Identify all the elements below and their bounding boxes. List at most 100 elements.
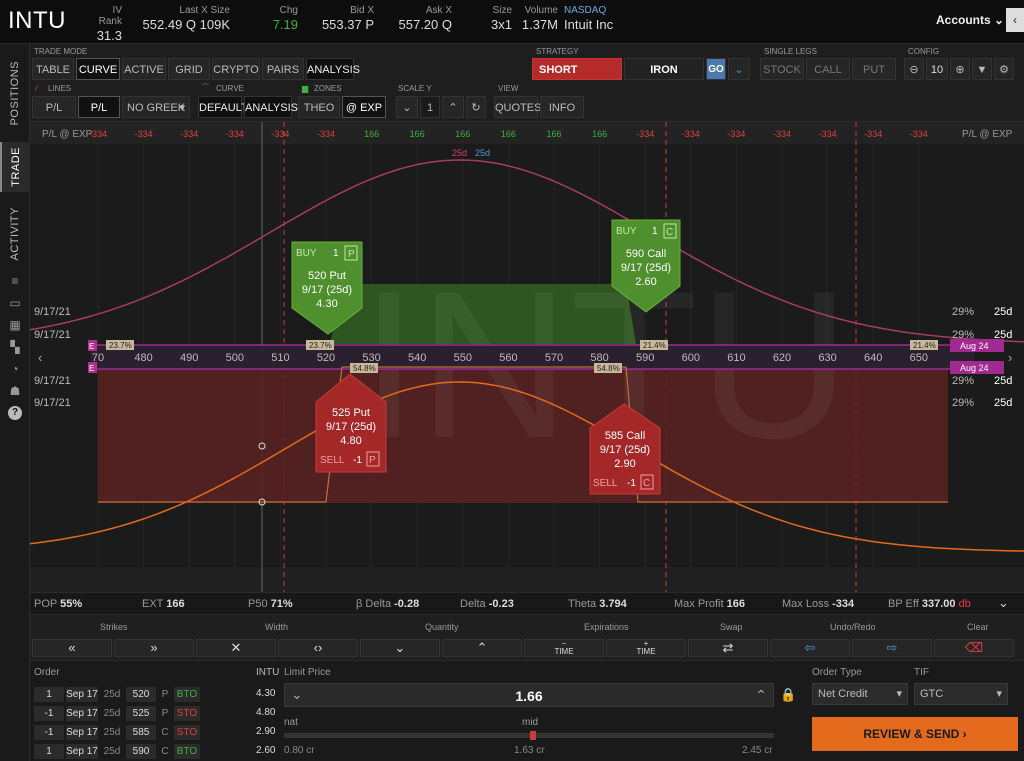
zoom-out-icon[interactable]: ⊖ — [904, 58, 924, 80]
dial-icon[interactable]: ◔ — [11, 362, 19, 376]
order-leg-qty[interactable]: -1 — [34, 725, 64, 740]
tab-activity[interactable]: ACTIVITY — [9, 207, 21, 261]
strike-label[interactable]: 520 — [317, 352, 335, 364]
swap-icon[interactable]: ⇄ — [688, 639, 768, 657]
tab-positions[interactable]: POSITIONS — [9, 60, 21, 126]
mode-analysis[interactable]: ANALYSIS — [306, 58, 360, 80]
quantity-down-icon[interactable]: ⌄ — [360, 639, 440, 657]
view-info[interactable]: INFO — [540, 96, 584, 118]
order-leg-strike[interactable]: 590 — [126, 744, 156, 759]
order-leg-exp[interactable]: Sep 17 — [66, 744, 98, 759]
price-down-icon[interactable]: ⌄ — [291, 686, 303, 702]
window-icon[interactable]: ▭ — [9, 296, 21, 310]
scale-down-icon[interactable]: ⌄ — [396, 96, 418, 118]
leg-card-sell-call[interactable]: 585 Call 9/17 (25d) 2.90 SELL -1 C — [589, 403, 661, 495]
mode-active[interactable]: ACTIVE — [122, 58, 166, 80]
view-quotes[interactable]: QUOTES — [494, 96, 541, 118]
lines-pl-exp[interactable]: P/L EXP — [78, 96, 120, 136]
curve-analysis[interactable]: ANALYSIS — [244, 96, 298, 118]
greek-select[interactable]: NO GREEK ▾ — [122, 96, 190, 118]
order-leg-qty[interactable]: 1 — [34, 687, 64, 702]
strike-label[interactable]: 640 — [864, 352, 882, 364]
refresh-icon[interactable]: ↻ — [466, 96, 486, 118]
strikes-right-icon[interactable]: » — [114, 639, 194, 657]
leg-call[interactable]: CALL — [806, 58, 850, 80]
lines-pl-theo[interactable]: P/L THEO — [32, 96, 76, 136]
lock-icon[interactable]: 🔒 — [780, 687, 797, 702]
strikes-left-icon[interactable]: « — [32, 639, 112, 657]
zones-at-exp[interactable]: @ EXP — [342, 96, 386, 118]
order-leg-exp[interactable]: Sep 17 — [66, 706, 98, 721]
curve-default[interactable]: DEFAULT — [198, 96, 248, 118]
clear-icon[interactable]: ⌫ — [934, 639, 1014, 657]
time-minus-button[interactable]: − TIME — [524, 639, 604, 657]
limit-price-field[interactable]: ⌄ 1.66 ⌃ — [284, 683, 774, 707]
strike-label[interactable]: 530 — [362, 352, 380, 364]
strike-label[interactable]: 480 — [134, 352, 152, 364]
leg-stock[interactable]: STOCK — [760, 58, 804, 80]
tif-select[interactable]: GTC ▾ — [914, 683, 1008, 705]
order-leg-strike[interactable]: 585 — [126, 725, 156, 740]
time-plus-button[interactable]: + TIME — [606, 639, 686, 657]
price-slider[interactable] — [284, 731, 774, 740]
leg-card-buy-call[interactable]: BUY 1 C 590 Call 9/17 (25d) 2.60 — [611, 219, 681, 313]
order-leg-exp[interactable]: Sep 17 — [66, 687, 98, 702]
review-send-button[interactable]: REVIEW & SEND › — [812, 717, 1018, 751]
scroll-left-icon[interactable]: ‹ — [38, 350, 42, 365]
width-narrow-icon[interactable]: ✕ — [196, 639, 276, 657]
order-leg-qty[interactable]: -1 — [34, 706, 64, 721]
people-icon[interactable]: ☗ — [9, 384, 21, 398]
strike-label[interactable]: 590 — [636, 352, 654, 364]
leg-card-sell-put[interactable]: 525 Put 9/17 (25d) 4.80 SELL -1 P — [315, 373, 387, 473]
mode-crypto[interactable]: CRYPTO — [212, 58, 260, 80]
order-leg-qty[interactable]: 1 — [34, 744, 64, 759]
zoom-in-icon[interactable]: ⊕ — [950, 58, 970, 80]
grid-icon[interactable]: ▚ — [10, 340, 20, 354]
symbol[interactable]: INTU — [8, 7, 66, 34]
strike-label[interactable]: 560 — [499, 352, 517, 364]
strike-label[interactable]: 490 — [180, 352, 198, 364]
order-type-select[interactable]: Net Credit ▾ — [812, 683, 908, 705]
chevron-down-icon[interactable]: ⌄ — [998, 595, 1009, 610]
strike-label[interactable]: 540 — [408, 352, 426, 364]
zones-theo[interactable]: THEO — [298, 96, 340, 118]
go-button[interactable]: GO — [706, 58, 726, 80]
mode-pairs[interactable]: PAIRS — [262, 58, 304, 80]
mode-table[interactable]: TABLE — [32, 58, 74, 80]
scroll-right-icon[interactable]: › — [1008, 350, 1012, 365]
strike-label[interactable]: 600 — [682, 352, 700, 364]
leg-card-buy-put[interactable]: BUY 1 P 520 Put 9/17 (25d) 4.30 — [291, 241, 363, 335]
strike-label[interactable]: 650 — [910, 352, 928, 364]
strike-label[interactable]: 570 — [545, 352, 563, 364]
accounts-dropdown[interactable]: Accounts ⌄ — [936, 13, 1005, 27]
width-wide-icon[interactable]: ‹› — [278, 639, 358, 657]
redo-icon[interactable]: ⇨ — [852, 639, 932, 657]
chevron-down-icon[interactable]: ⌄ — [728, 58, 750, 80]
order-leg-strike[interactable]: 525 — [126, 706, 156, 721]
scale-up-icon[interactable]: ⌃ — [442, 96, 464, 118]
chart-icon[interactable]: ▦ — [9, 318, 21, 332]
filter-icon[interactable]: ▼ — [972, 58, 992, 80]
help-icon[interactable]: ? — [8, 406, 22, 420]
order-leg-exp[interactable]: Sep 17 — [66, 725, 98, 740]
mode-curve[interactable]: CURVE — [76, 58, 120, 80]
slider-handle[interactable] — [530, 731, 536, 740]
collapse-icon[interactable]: ‹ — [1006, 8, 1024, 32]
leg-put[interactable]: PUT — [852, 58, 896, 80]
undo-icon[interactable]: ⇦ — [770, 639, 850, 657]
strike-label[interactable]: 500 — [226, 352, 244, 364]
direction-short[interactable]: SHORT — [532, 58, 622, 80]
gear-icon[interactable]: ⚙ — [994, 58, 1014, 80]
tab-trade[interactable]: TRADE — [0, 142, 30, 192]
strike-label[interactable]: 550 — [454, 352, 472, 364]
price-up-icon[interactable]: ⌃ — [755, 687, 767, 703]
strike-label[interactable]: 70 — [92, 352, 104, 364]
order-leg-strike[interactable]: 520 — [126, 687, 156, 702]
strike-label[interactable]: 610 — [727, 352, 745, 364]
strike-label[interactable]: 620 — [773, 352, 791, 364]
mode-grid[interactable]: GRID — [168, 58, 210, 80]
strike-label[interactable]: 630 — [818, 352, 836, 364]
strike-label[interactable]: 580 — [590, 352, 608, 364]
strategy-select[interactable]: IRON CONDOR — [624, 58, 704, 98]
quantity-up-icon[interactable]: ⌃ — [442, 639, 522, 657]
